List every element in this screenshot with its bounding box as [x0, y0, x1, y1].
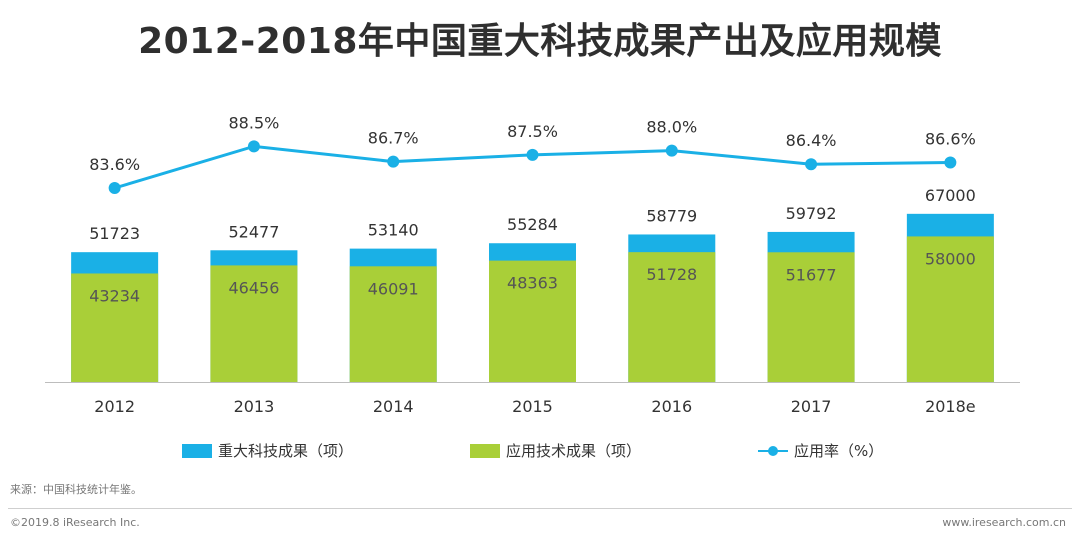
rate-point-2014: [387, 155, 400, 168]
rate-point-2018e: [944, 156, 957, 169]
legend-label-major: 重大科技成果（项）: [218, 442, 354, 460]
bar-applied-2017: [767, 252, 855, 382]
rate-point-2017: [805, 158, 818, 171]
label-applied-2018e: 58000: [925, 249, 976, 268]
label-applied-2014: 46091: [368, 279, 419, 298]
bar-applied-2013: [210, 265, 298, 382]
bar-applied-2012: [71, 273, 159, 382]
legend-item-rate: 应用率（%）: [758, 440, 883, 461]
label-major-2018e: 67000: [925, 186, 976, 205]
label-major-2014: 53140: [368, 221, 419, 240]
source-note: 来源：中国科技统计年鉴。: [10, 483, 142, 496]
bar-applied-2014: [349, 266, 437, 382]
rate-label-2012: 83.6%: [89, 155, 140, 174]
label-major-2012: 51723: [89, 224, 140, 243]
x-tick-2017: 2017: [791, 397, 832, 416]
rate-label-2017: 86.4%: [786, 131, 837, 150]
label-applied-2013: 46456: [228, 278, 279, 297]
legend-label-applied: 应用技术成果（项）: [506, 442, 642, 460]
rate-point-2015: [526, 148, 539, 161]
legend-item-major: 重大科技成果（项）: [182, 440, 353, 461]
rate-label-2014: 86.7%: [368, 129, 419, 148]
legend: 重大科技成果（项） 应用技术成果（项） 应用率（%）: [0, 440, 1080, 464]
label-major-2016: 58779: [646, 206, 697, 225]
axis-layer: 2012 2013 2014 2015 2016 2017 2018e: [45, 382, 1020, 416]
x-tick-2016: 2016: [651, 397, 692, 416]
rate-line-layer: [108, 140, 957, 194]
x-tick-2013: 2013: [234, 397, 275, 416]
labels-layer: 51723 43234 52477 46456 53140 46091 55284 48363…: [89, 113, 976, 305]
rate-point-2013: [247, 140, 260, 153]
footer-website: www.iresearch.com.cn: [942, 516, 1066, 529]
bar-applied-2015: [489, 260, 576, 382]
footer-copyright: ©2019.8 iResearch Inc.: [10, 516, 140, 529]
chart-title: 2012-2018年中国重大科技成果产出及应用规模: [138, 21, 942, 62]
label-major-2013: 52477: [228, 222, 279, 241]
footer-divider: [8, 508, 1072, 509]
label-applied-2015: 48363: [507, 274, 558, 293]
legend-swatch-rate: [758, 444, 788, 458]
bar-applied-2016: [628, 252, 716, 382]
rate-label-2016: 88.0%: [646, 118, 697, 137]
label-applied-2016: 51728: [646, 265, 697, 284]
legend-swatch-applied: [470, 443, 500, 458]
x-tick-2015: 2015: [512, 397, 553, 416]
x-tick-2018e: 2018e: [925, 397, 976, 416]
bars-layer: [71, 213, 994, 382]
rate-label-2018e: 86.6%: [925, 130, 976, 149]
rate-label-2015: 87.5%: [507, 122, 558, 141]
rate-label-2013: 88.5%: [229, 113, 280, 132]
x-tick-2014: 2014: [373, 397, 414, 416]
x-tick-2012: 2012: [94, 397, 135, 416]
rate-point-2012: [108, 182, 121, 194]
label-major-2015: 55284: [507, 215, 558, 234]
label-major-2017: 59792: [786, 204, 837, 223]
label-applied-2012: 43234: [89, 286, 140, 305]
rate-point-2016: [665, 144, 678, 157]
legend-item-applied: 应用技术成果（项）: [470, 440, 641, 461]
legend-label-rate: 应用率（%）: [794, 442, 884, 460]
legend-swatch-major: [182, 443, 212, 458]
bar-applied-2018e: [906, 236, 994, 382]
label-applied-2017: 51677: [786, 265, 837, 284]
